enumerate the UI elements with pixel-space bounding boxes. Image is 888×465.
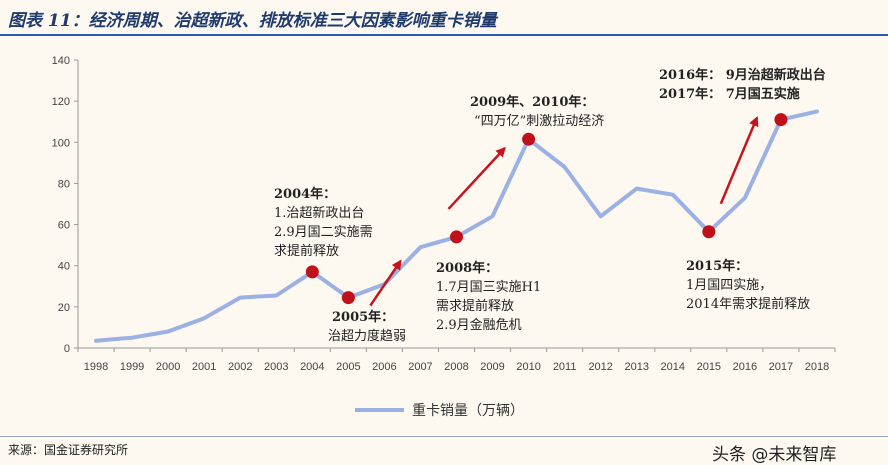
annotation-a2005-line: 治超力度趋弱 [328,328,406,344]
x-tick-label: 2005 [336,361,360,373]
line-chart: 0 20 40 60 80 100 120 140 1998 1999 2000 2001 2002 20… [52,55,836,419]
annotation-a2004-line: 求提前释放 [274,243,339,259]
x-tick-label: 2011 [553,361,577,373]
annotation-a2008-line: 2.9月金融危机 [436,317,522,333]
marker-2004 [305,265,319,279]
source-note: 来源：国金证券研究所 [8,443,129,457]
annotation-a2004-line: 1.治超新政出台 [274,205,364,221]
trend-arrows [369,115,759,307]
x-tick-label: 2014 [661,361,685,373]
x-tick-label: 2009 [480,361,504,373]
x-tick-label: 2013 [624,361,648,373]
marker-2008 [450,230,463,244]
legend: 重卡销量（万辆） [355,403,524,419]
x-tick-label: 1998 [84,361,108,373]
y-tick-label: 80 [58,178,70,190]
x-tick-label: 2008 [444,361,468,373]
x-tick-label: 2007 [408,361,432,373]
x-tick-label: 2002 [228,361,252,373]
trend-arrow [447,146,506,210]
annotation-a2015-line: 2014年需求提前释放 [686,296,810,312]
x-tick-label: 2015 [697,361,721,373]
annotation-a2010-line: “四万亿”刺激拉动经济 [474,114,604,129]
annotation-a2010-line: 2009年、2010年： [470,94,594,110]
annotation-a2015-line: 2015年： [686,258,748,274]
x-tick-label: 2000 [156,361,180,373]
top-rule [0,34,888,36]
y-tick-label: 120 [52,96,70,108]
y-tick-label: 100 [52,137,70,149]
y-tick-label: 40 [58,261,70,273]
x-tick-label: 2010 [516,361,540,373]
annotation-a2008-line: 需求提前释放 [436,298,514,314]
y-tick-label: 20 [58,302,70,314]
y-tick-label: 60 [58,220,70,232]
annotation-a2016-line: 2016年： 9月治超新政出台 [659,67,826,83]
annotation-a2004-line: 2004年： [274,186,336,202]
annotation-a2016-line: 2017年： 7月国五实施 [659,86,800,102]
x-tick-label: 2012 [588,361,612,373]
marker-2015 [702,225,716,239]
marker-2010 [522,132,536,146]
legend-label: 重卡销量（万辆） [412,403,524,419]
y-tick-label: 0 [64,343,70,355]
annotation-a2015-line: 1月国四实施， [686,278,772,293]
x-tick-label: 2016 [733,361,757,373]
x-tick-label: 2006 [372,361,396,373]
x-tick-label: 2018 [805,361,829,373]
trend-arrow [719,115,759,205]
watermark: 头条 @未来智库 [712,445,837,465]
bottom-rule [0,436,888,437]
marker-2017 [774,113,788,127]
chart-title: 图表 11：经济周期、治超新政、排放标准三大因素影响重卡销量 [8,11,497,31]
annotation-a2008-line: 2008年： [436,260,498,276]
annotation-a2008-line: 1.7月国三实施H1 [436,280,541,295]
highlight-markers [305,113,788,305]
x-tick-label: 1999 [120,361,144,373]
x-tick-label: 2003 [264,361,288,373]
x-tick-label: 2001 [192,361,216,373]
x-tick-label: 2017 [769,361,793,373]
y-tick-label: 140 [52,55,70,67]
marker-2005 [341,291,355,305]
annotation-a2004-line: 2.9月国二实施需 [274,225,373,240]
x-tick-label: 2004 [300,361,324,373]
axes: 0 20 40 60 80 100 120 140 1998 1999 2000 2001 2002 20… [52,55,836,373]
trend-arrow [369,259,402,307]
annotation-a2005-line: 2005年： [332,309,394,325]
